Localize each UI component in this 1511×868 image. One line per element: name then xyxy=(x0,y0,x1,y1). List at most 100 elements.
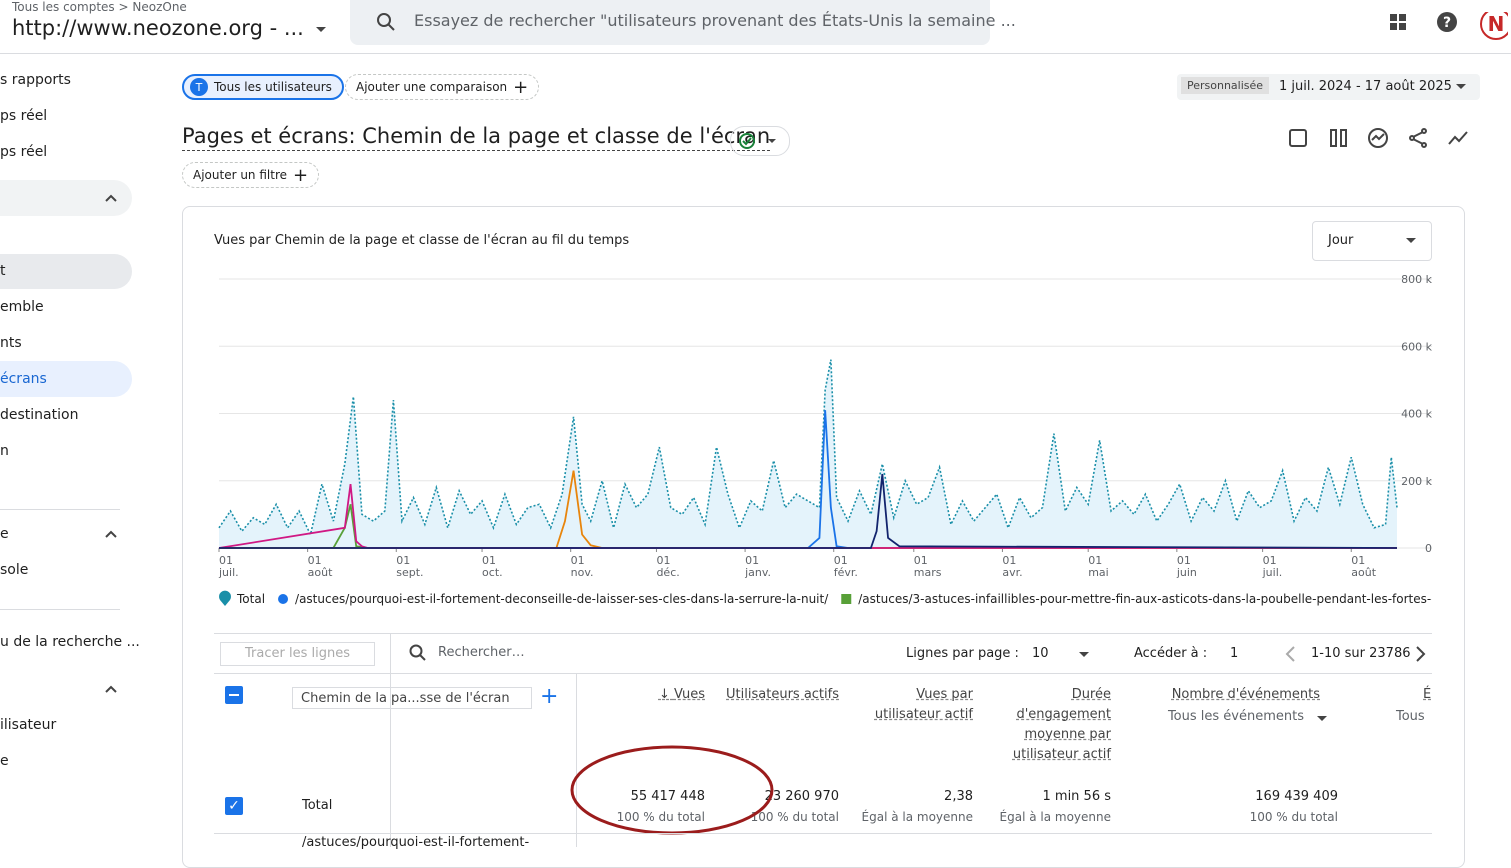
nav-item[interactable]: ps réel xyxy=(0,108,48,124)
x-tick-label: 01 mars xyxy=(914,554,942,579)
annotation-ellipse xyxy=(570,745,774,835)
add-dimension[interactable]: + xyxy=(540,684,559,709)
area xyxy=(219,359,1397,548)
legend-marker xyxy=(278,594,289,604)
goto-label: Accéder à : xyxy=(1134,646,1208,661)
nav-item[interactable]: écrans xyxy=(0,371,47,387)
search-placeholder: Essayez de rechercher "utilisateurs prov… xyxy=(414,11,1016,30)
nav-item[interactable]: e xyxy=(0,526,9,542)
x-tick-label: 01 oct. xyxy=(482,554,503,579)
goto-input[interactable]: 1 xyxy=(1230,646,1239,661)
nav-item[interactable]: emble xyxy=(0,299,44,315)
header-divider xyxy=(0,53,1511,54)
account[interactable]: NeozOne xyxy=(132,0,187,14)
breadcrumb-link[interactable]: Tous les comptes xyxy=(12,0,115,14)
table-search[interactable]: Rechercher… xyxy=(438,645,525,660)
line xyxy=(218,359,1398,537)
legend-label: /astuces/3-astuces-infaillibles-pour-met… xyxy=(858,592,1487,606)
nav-item[interactable]: e xyxy=(0,753,9,769)
col-header[interactable]: Vues par utilisateur actif xyxy=(874,687,973,722)
rows-label: Lignes par page : xyxy=(906,646,1019,661)
x-tick-label: 01 nov. xyxy=(571,554,594,579)
row-label: /astuces/pourquoi-est-il-fortement- xyxy=(302,835,530,850)
dropdown-icon xyxy=(1456,84,1466,89)
nav-item[interactable]: ilisateur xyxy=(0,717,57,733)
rows-select[interactable]: 10 xyxy=(1032,646,1049,661)
x-tick-label: 01 sept. xyxy=(396,554,423,579)
segment-label: Tous les utilisateurs xyxy=(214,80,332,94)
x-tick-label: 01 août xyxy=(1351,554,1376,579)
row-label: Total xyxy=(302,798,333,813)
nav-item[interactable]: s rapports xyxy=(0,72,71,88)
y-tick-label: 800 k xyxy=(1401,273,1432,286)
page-range: 1-10 sur 23786 xyxy=(1311,646,1411,661)
cell-value: 1 min 56 s xyxy=(1042,789,1112,804)
collapse-icons[interactable] xyxy=(104,192,118,702)
nav-active-group xyxy=(0,254,132,289)
segment-icon: T xyxy=(190,78,208,96)
cell-sub: 100 % du total xyxy=(1249,810,1338,824)
search-icon xyxy=(377,13,395,31)
search-box[interactable]: Essayez de rechercher "utilisateurs prov… xyxy=(350,0,1016,45)
col-title: Vues xyxy=(673,687,705,702)
segment-chip[interactable]: T Tous les utilisateurs xyxy=(182,74,344,100)
nav-item[interactable]: t xyxy=(0,263,6,279)
select-all[interactable] xyxy=(225,686,243,704)
status-chip[interactable] xyxy=(730,126,790,156)
date-range: 1 juil. 2024 - 17 août 2025 xyxy=(1279,79,1452,94)
nav-item[interactable]: ps réel xyxy=(0,144,48,160)
y-tick-label: 0 xyxy=(1425,542,1432,555)
row-checkbox[interactable]: ✓ xyxy=(225,797,243,815)
event-filter[interactable]: Tous les événements xyxy=(1167,709,1304,724)
nav-item[interactable]: n xyxy=(0,443,9,459)
report-actions[interactable] xyxy=(1286,126,1472,150)
x-tick-label: 01 janv. xyxy=(744,554,771,579)
nav-item[interactable]: destination xyxy=(0,407,79,423)
nav-item[interactable]: u de la recherche ... xyxy=(0,634,140,650)
x-tick-label: 01 juin xyxy=(1176,554,1197,579)
col-header[interactable]: É xyxy=(1423,687,1432,702)
col-header[interactable]: Durée d'engagement moyenne par utilisate… xyxy=(1012,687,1111,762)
col-header[interactable]: Nombre d'événements xyxy=(1171,687,1320,702)
prev-page[interactable] xyxy=(1284,645,1298,663)
filter-label: Ajouter un filtre xyxy=(193,168,288,182)
breadcrumb[interactable]: Tous les comptes > NeozOne xyxy=(12,0,187,14)
cell-sub: 100 % du total xyxy=(750,810,839,824)
divider xyxy=(214,673,1432,674)
nav-divider xyxy=(0,609,120,610)
search-icon xyxy=(409,644,426,661)
granularity-label: Jour xyxy=(1328,233,1354,248)
line xyxy=(219,473,1398,549)
chart-title: Vues par Chemin de la page et classe de … xyxy=(214,233,630,248)
header-icons[interactable]: ? N xyxy=(1388,12,1508,40)
legend-marker xyxy=(1497,592,1511,606)
trace-button[interactable]: Tracer les lignes xyxy=(220,642,375,666)
x-tick-label: 01 juil. xyxy=(1262,554,1283,579)
col-header[interactable]: ↓ Vues xyxy=(658,687,705,702)
dimension-select[interactable]: Chemin de la pa...sse de l'écran xyxy=(292,687,532,709)
x-tick-label: 01 août xyxy=(308,554,333,579)
x-tick-label: 01 juil. xyxy=(218,554,239,579)
nav-item[interactable]: sole xyxy=(0,562,29,578)
svg-text:?: ? xyxy=(1443,15,1451,31)
x-tick-label: 01 févr. xyxy=(834,554,858,579)
chart: Total/astuces/pourquoi-est-il-fortement-… xyxy=(218,273,1511,606)
dimension-label: Chemin de la pa...sse de l'écran xyxy=(301,691,510,706)
col-header[interactable]: Utilisateurs actifs xyxy=(726,687,839,702)
granularity-select[interactable]: Jour xyxy=(1312,221,1432,261)
divider xyxy=(214,633,1432,634)
x-tick-label: 01 avr. xyxy=(1002,554,1022,579)
property-selector[interactable]: http://www.neozone.org - ... xyxy=(12,16,304,40)
filter-button[interactable]: Ajouter un filtre + xyxy=(182,162,320,188)
next-page[interactable] xyxy=(1413,645,1427,663)
date-picker[interactable]: Personnalisée 1 juil. 2024 - 17 août 202… xyxy=(1177,74,1480,100)
event-filter[interactable]: Tous xyxy=(1396,709,1425,724)
compare-button[interactable]: Ajouter une comparaison + xyxy=(345,74,540,100)
x-tick-label: 01 mai xyxy=(1088,554,1109,579)
svg-text:N: N xyxy=(1488,12,1505,36)
y-tick-label: 600 k xyxy=(1401,340,1432,353)
divider xyxy=(390,634,391,847)
nav-item[interactable]: nts xyxy=(0,335,22,351)
cell-value: 23 260 970 xyxy=(764,789,839,804)
